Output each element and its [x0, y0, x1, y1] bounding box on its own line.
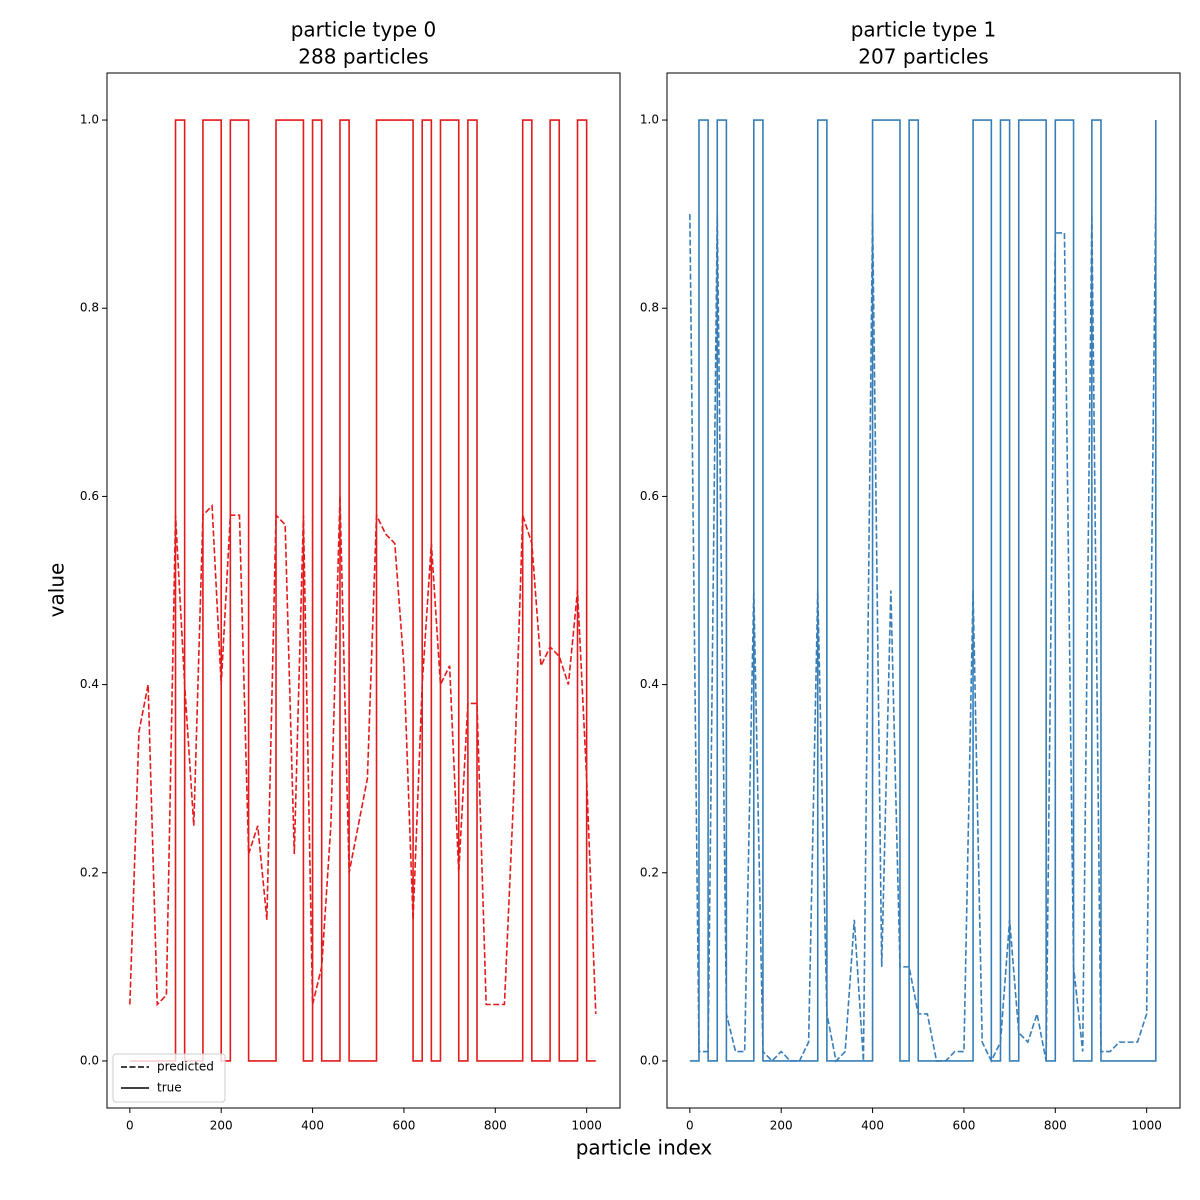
x-tick-label: 1000	[571, 1119, 602, 1133]
x-tick-label: 600	[392, 1119, 415, 1133]
y-tick-label: 0.2	[640, 865, 659, 879]
legend-label: true	[157, 1081, 182, 1095]
data-line	[129, 119, 596, 1062]
y-tick-label: 0.8	[80, 301, 99, 315]
x-axis-label: particle index	[576, 1136, 713, 1160]
y-tick-label: 1.0	[80, 113, 99, 127]
x-tick-label: 800	[1044, 1119, 1067, 1133]
x-tick-label: 1000	[1131, 1119, 1162, 1133]
chart-title: particle type 1	[851, 18, 997, 42]
legend-box	[112, 1053, 226, 1103]
data-line	[689, 195, 1157, 1063]
legend-label: predicted	[157, 1060, 214, 1074]
y-tick-label: 0.0	[640, 1053, 659, 1067]
y-tick-label: 1.0	[640, 113, 659, 127]
x-tick-label: 400	[861, 1119, 884, 1133]
y-tick-label: 0.6	[640, 489, 659, 503]
x-tick-label: 800	[484, 1119, 507, 1133]
x-tick-label: 600	[952, 1119, 975, 1133]
chart-subtitle: 207 particles	[858, 45, 988, 69]
y-tick-label: 0.6	[80, 489, 99, 503]
plot-frame	[106, 72, 621, 1109]
chart-title: particle type 0	[291, 18, 437, 42]
x-tick-label: 200	[770, 1119, 793, 1133]
chart-subtitle: 288 particles	[298, 45, 428, 69]
y-axis-label: value	[45, 563, 69, 618]
y-tick-label: 0.0	[80, 1053, 99, 1067]
y-tick-label: 0.8	[640, 301, 659, 315]
y-tick-label: 0.4	[640, 677, 659, 691]
data-line	[129, 496, 597, 1014]
y-tick-label: 0.2	[80, 865, 99, 879]
data-line	[689, 119, 1157, 1062]
plot-frame	[666, 72, 1181, 1109]
y-tick-label: 0.4	[80, 677, 99, 691]
x-tick-label: 0	[686, 1119, 694, 1133]
x-tick-label: 0	[126, 1119, 134, 1133]
x-tick-label: 400	[301, 1119, 324, 1133]
x-tick-label: 200	[210, 1119, 233, 1133]
